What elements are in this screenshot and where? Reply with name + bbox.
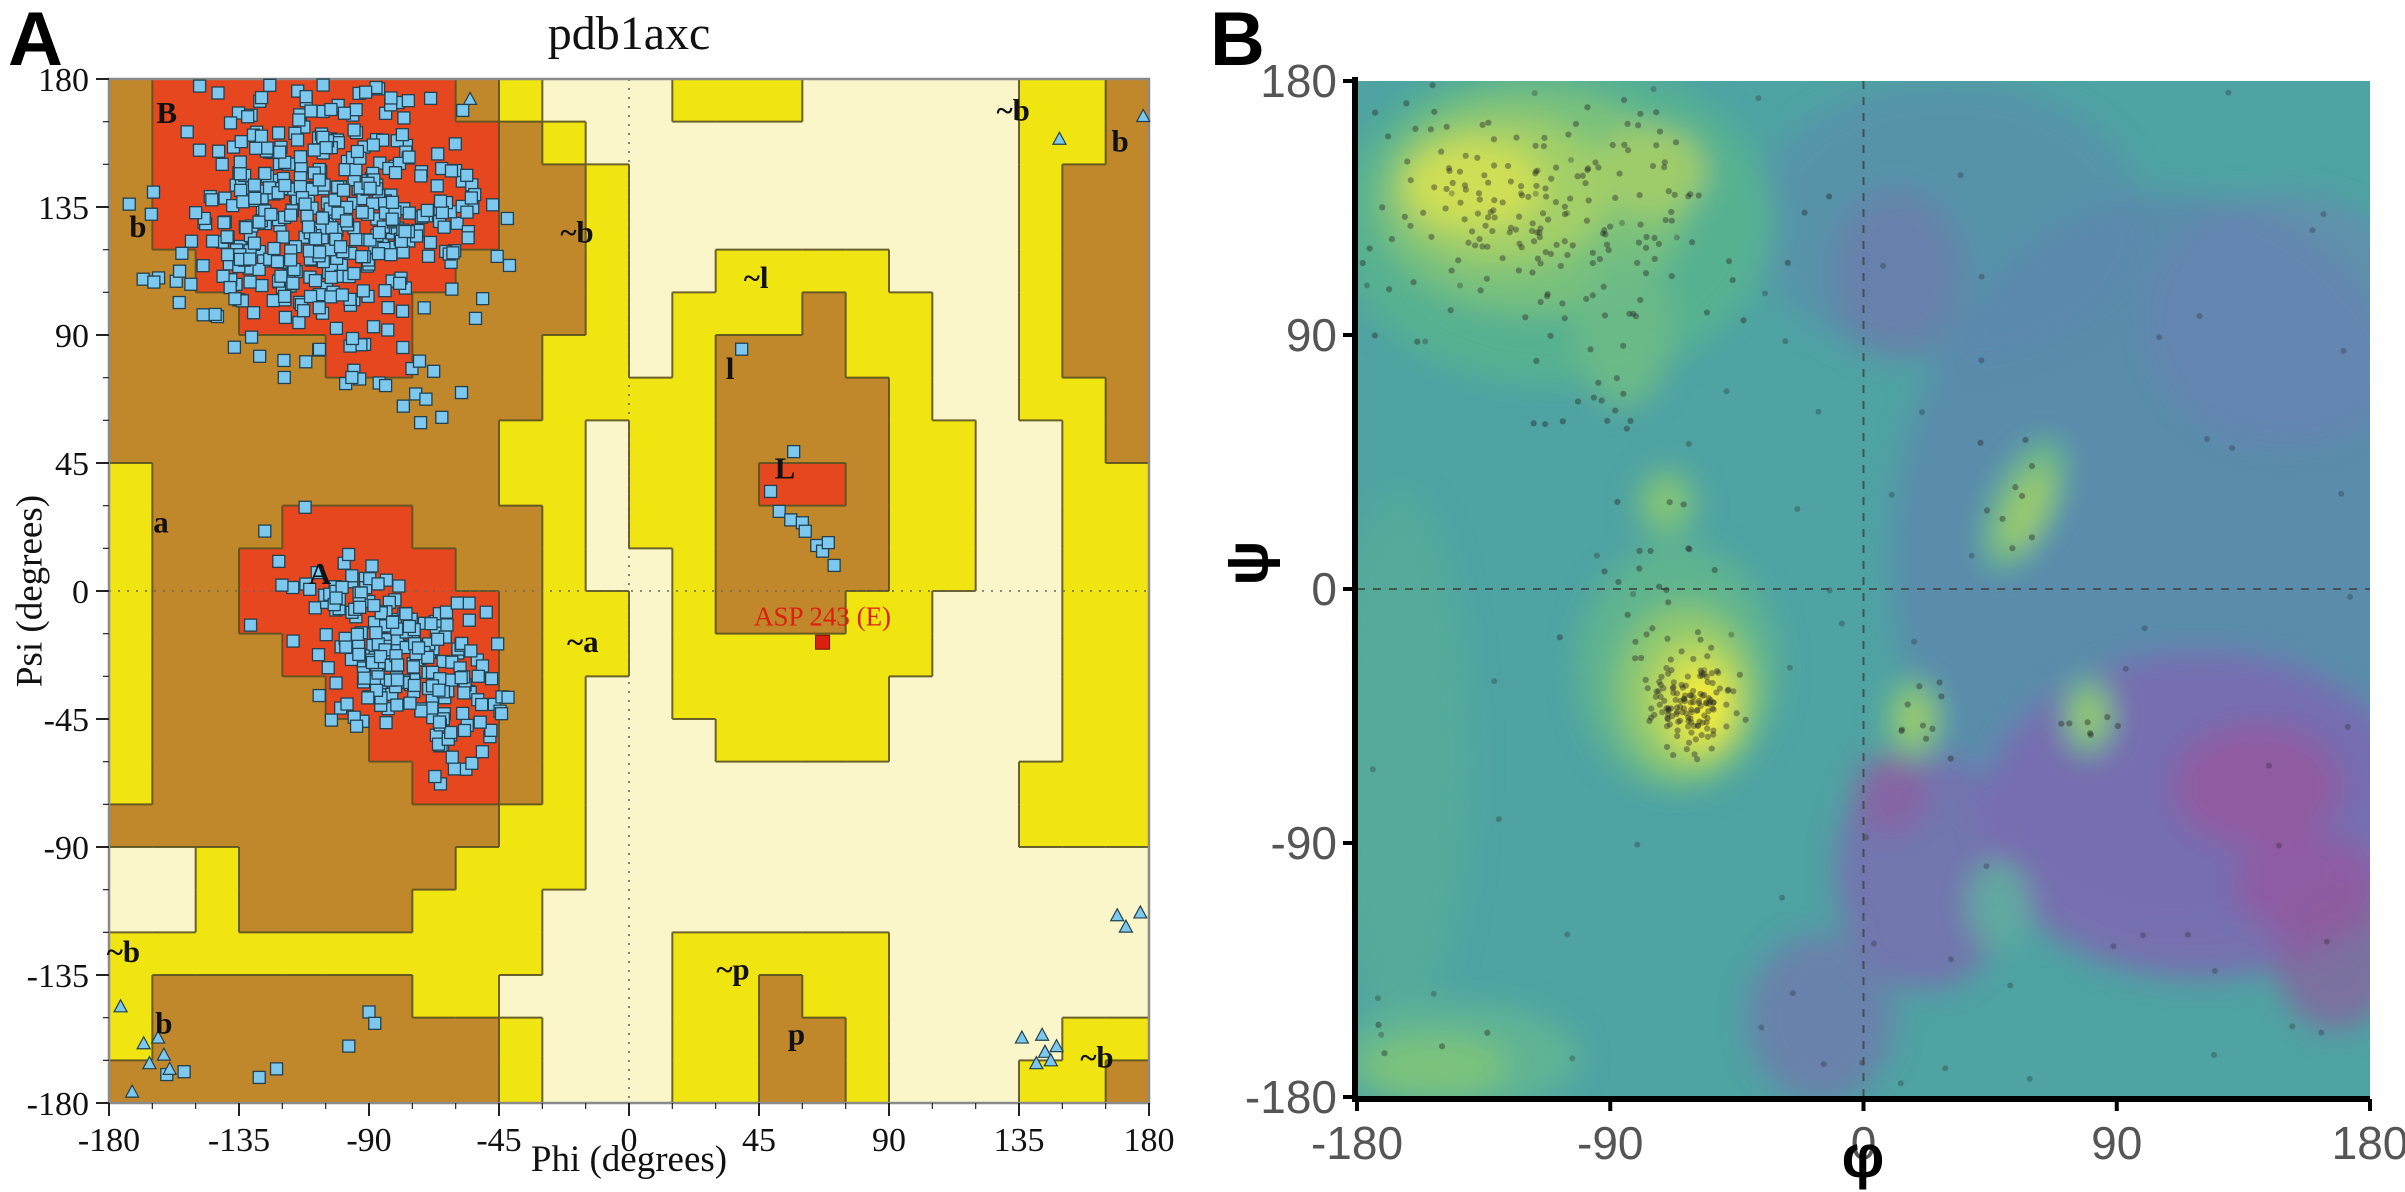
ramachandran-procheck-plot: -180 -135 -90 -45 0 45 90 135 180 -180 -135 -90 -45 0… (27, 62, 1175, 1159)
axis-ticks (1343, 79, 2372, 1111)
sample-dots (1359, 82, 2354, 1087)
svg-text:90: 90 (1286, 309, 1337, 361)
svg-text:-180: -180 (1245, 1071, 1337, 1123)
svg-text:b: b (129, 209, 146, 244)
svg-text:-180: -180 (78, 1122, 140, 1159)
panel-a-xaxis-label: Phi (degrees) (530, 1139, 728, 1180)
highlighted-residue-marker (815, 634, 831, 650)
panel-b-xaxis-label: φ (1841, 1123, 1885, 1190)
svg-text:180: 180 (38, 62, 89, 99)
svg-text:-135: -135 (27, 958, 89, 995)
panel-a-title: pdb1axc (547, 7, 711, 60)
svg-text:p: p (788, 1017, 805, 1052)
svg-text:0: 0 (72, 574, 89, 611)
svg-text:~a: ~a (567, 624, 599, 659)
panel-a-yaxis-label: Psi (degrees) (9, 494, 51, 688)
svg-text:0: 0 (1851, 1117, 1877, 1169)
svg-text:~p: ~p (716, 951, 749, 986)
svg-text:~b: ~b (997, 92, 1030, 127)
svg-text:-45: -45 (44, 702, 89, 739)
panel-a-letter: A (8, 0, 63, 82)
svg-text:~b: ~b (107, 934, 140, 969)
svg-text:B: B (156, 95, 177, 130)
axis-ticks (96, 78, 1150, 1116)
svg-text:45: 45 (55, 446, 89, 483)
svg-text:-90: -90 (1577, 1117, 1643, 1169)
svg-text:-90: -90 (1271, 817, 1337, 869)
highlighted-residue: ASP 243 (E) (754, 602, 891, 650)
svg-text:-135: -135 (208, 1122, 270, 1159)
svg-text:~b: ~b (1080, 1039, 1113, 1074)
region-map (109, 79, 1150, 1104)
svg-text:~l: ~l (744, 260, 769, 295)
panel-b-letter: B (1210, 0, 1265, 82)
svg-text:180: 180 (1260, 55, 1337, 107)
svg-text:0: 0 (621, 1122, 638, 1159)
density-surface (1357, 81, 2370, 1097)
svg-text:a: a (153, 505, 169, 540)
svg-text:-90: -90 (346, 1122, 391, 1159)
svg-text:b: b (155, 1005, 172, 1040)
svg-text:90: 90 (2091, 1117, 2142, 1169)
svg-text:180: 180 (2332, 1117, 2405, 1169)
highlighted-residue-label: ASP 243 (E) (754, 602, 891, 632)
svg-text:~b: ~b (560, 215, 593, 250)
svg-text:-180: -180 (27, 1086, 89, 1123)
svg-text:90: 90 (55, 318, 89, 355)
svg-text:135: 135 (38, 190, 89, 227)
svg-text:-180: -180 (1311, 1117, 1403, 1169)
svg-text:180: 180 (1124, 1122, 1175, 1159)
svg-text:L: L (775, 451, 796, 486)
svg-text:135: 135 (994, 1122, 1045, 1159)
svg-text:0: 0 (1311, 563, 1337, 615)
axis-tick-labels: -180 -90 0 90 180 -180 -90 0 90 180 (1245, 55, 2405, 1169)
svg-text:-90: -90 (44, 830, 89, 867)
svg-text:l: l (726, 351, 735, 386)
panel-b-yaxis-label: ψ (1213, 540, 1281, 586)
svg-text:b: b (1111, 124, 1128, 159)
svg-text:-45: -45 (476, 1122, 521, 1159)
axis-tick-labels: -180 -135 -90 -45 0 45 90 135 180 -180 -135 -90 -45 0… (27, 62, 1175, 1159)
residue-scatter (113, 78, 1151, 1098)
svg-text:45: 45 (742, 1122, 776, 1159)
region-labels: Bb ~b ~l l La A ~a ~p p ~b b ~b ~b b (107, 92, 1129, 1074)
svg-text:90: 90 (872, 1122, 906, 1159)
svg-text:A: A (309, 556, 332, 591)
